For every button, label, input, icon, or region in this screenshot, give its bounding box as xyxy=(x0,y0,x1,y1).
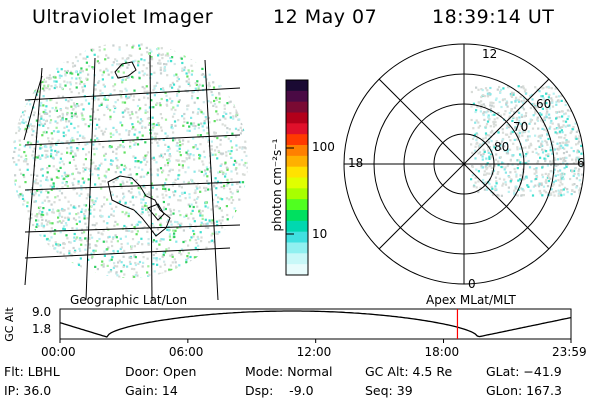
gc-alt-info: GC Alt: 4.5 Re xyxy=(365,364,453,379)
polar-grid xyxy=(343,43,585,285)
colorbar-swatch xyxy=(286,155,308,168)
altitude-curve xyxy=(59,310,572,338)
mode-info: Mode: Normal xyxy=(245,364,333,379)
colorbar-tick-10: 10 xyxy=(312,227,328,241)
colorbar-swatch xyxy=(286,80,308,92)
colorbar-swatch xyxy=(286,177,308,189)
glat-info: GLat: −41.9 xyxy=(486,364,562,379)
gain-info: Gain: 14 xyxy=(125,383,178,398)
instrument-title: Ultraviolet Imager xyxy=(32,6,214,28)
x-tick-label: 06:00 xyxy=(168,345,204,359)
glon-info: GLon: 167.3 xyxy=(486,383,562,398)
colorbar-swatch xyxy=(286,220,308,233)
filter-info: Flt: LBHL xyxy=(4,364,60,379)
x-tick-label: 18:00 xyxy=(424,345,460,359)
colorbar-swatch xyxy=(286,231,308,243)
auroral-image-geo xyxy=(12,42,248,278)
x-tick-label: 23:59 xyxy=(552,345,587,359)
auroral-image-polar xyxy=(470,85,584,197)
time-label: 18:39:14 UT xyxy=(432,6,555,28)
colorbar-swatch xyxy=(286,199,308,211)
mlt-6-label: 6 xyxy=(577,156,585,170)
altitude-y-top: 9.0 xyxy=(32,305,52,319)
door-info: Door: Open xyxy=(125,364,197,379)
colorbar-swatch xyxy=(286,112,308,124)
x-tick-label: 12:00 xyxy=(296,345,332,359)
colorbar-swatch xyxy=(286,188,308,200)
colorbar-swatch xyxy=(286,90,308,103)
colorbar-swatch xyxy=(286,166,308,178)
lat-80-label: 80 xyxy=(494,140,510,154)
seq-info: Seq: 39 xyxy=(365,383,413,398)
altitude-y-bottom: 1.8 xyxy=(32,322,52,336)
lat-60-label: 60 xyxy=(536,97,552,111)
mlt-18-label: 18 xyxy=(348,156,364,170)
mlt-12-label: 12 xyxy=(482,47,498,61)
geo-grid xyxy=(23,54,241,301)
colorbar-swatch xyxy=(286,134,308,146)
colorbar-swatch xyxy=(286,101,308,113)
polar-panel-label: Apex MLat/MLT xyxy=(426,293,516,307)
colorbar-swatch xyxy=(286,253,308,265)
colorbar-unit-label: photon cm⁻²s⁻¹ xyxy=(270,138,284,232)
colorbar-tick-100: 100 xyxy=(312,140,335,154)
x-tick-label: 00:00 xyxy=(41,345,76,359)
dsp-info: Dsp: -9.0 xyxy=(245,383,314,398)
mlt-0-label: 0 xyxy=(468,277,476,291)
date-label: 12 May 07 xyxy=(273,6,378,28)
lat-70-label: 70 xyxy=(513,120,529,134)
colorbar-swatch xyxy=(286,145,308,157)
colorbar-swatch xyxy=(286,123,308,135)
colorbar-swatch xyxy=(286,264,308,276)
colorbar-swatch xyxy=(286,242,308,254)
ip-info: IP: 36.0 xyxy=(4,383,52,398)
altitude-axis-label: GC Alt xyxy=(2,307,16,342)
geo-panel-label: Geographic Lat/Lon xyxy=(70,293,188,307)
colorbar-swatch xyxy=(286,210,308,222)
